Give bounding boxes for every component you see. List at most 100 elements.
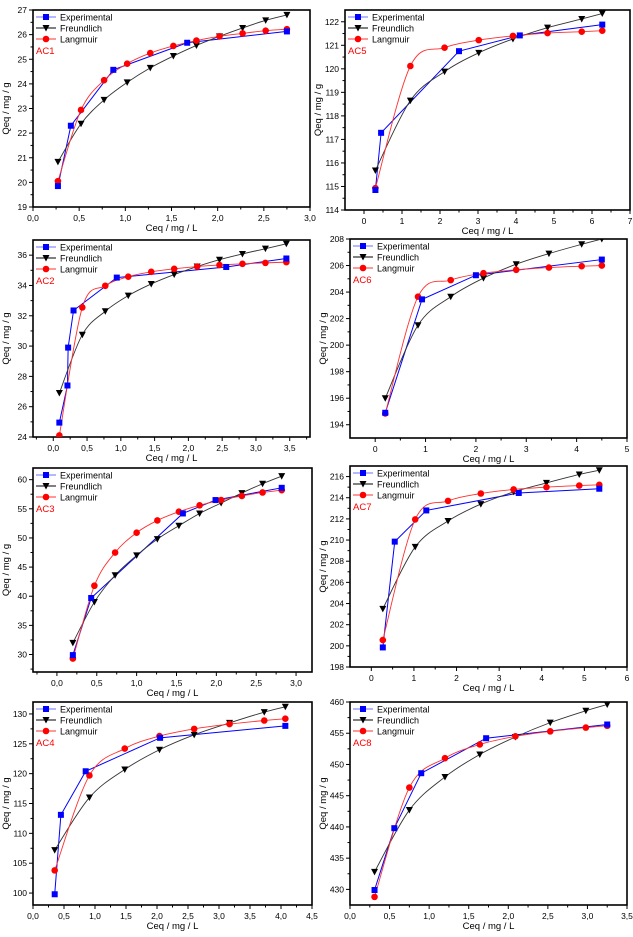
y-tick-label: 208: [330, 234, 344, 244]
freundlich-triangle-marker: [261, 245, 269, 253]
legend-label: Langmuir: [60, 493, 98, 503]
langmuir-circle-marker: [509, 32, 517, 40]
experimental-square-marker: [67, 122, 74, 129]
langmuir-circle-marker: [582, 724, 590, 731]
legend-label: Langmuir: [372, 35, 410, 45]
langmuir-circle-marker: [406, 784, 413, 791]
x-axis-label: Ceq / mg / L: [146, 453, 198, 464]
legend-item-experimental: Experimental: [36, 705, 113, 715]
freundlich-triangle-marker: [582, 707, 590, 715]
langmuir-circle-marker: [475, 36, 483, 44]
plot-frame: [349, 238, 628, 439]
y-tick-label: 120: [325, 64, 339, 74]
y-axis-label: Qeq / mg / g: [318, 777, 329, 829]
legend-label: Freundlich: [60, 716, 102, 726]
x-tick-label: 1,0: [423, 911, 435, 921]
langmuir-circle-marker: [79, 304, 86, 311]
legend-experimental-square-marker: [355, 14, 361, 20]
experimental-square-marker: [599, 21, 606, 28]
langmuir-circle-marker: [238, 492, 246, 500]
y-tick-label: 50: [18, 533, 28, 543]
experimental-line: [374, 24, 603, 191]
legend-label: Experimental: [372, 13, 425, 23]
panel-label: AC6: [353, 275, 371, 286]
x-tick-label: 2,0: [210, 678, 222, 688]
freundlich-triangle-marker: [371, 868, 379, 876]
legend-label: Langmuir: [60, 35, 98, 45]
legend-freundlich-triangle-marker: [42, 717, 50, 724]
langmuir-circle-marker: [190, 725, 198, 733]
freundlich-triangle-marker: [447, 293, 455, 301]
legend-label: Freundlich: [372, 24, 414, 34]
y-tick-label: 430: [330, 884, 344, 894]
freundlich-triangle-marker: [603, 702, 611, 708]
langmuir-circle-marker: [121, 745, 129, 752]
experimental-square-marker: [604, 721, 611, 728]
x-tick-label: 0,0: [47, 443, 59, 453]
langmuir-circle-marker: [133, 529, 140, 536]
legend-item-experimental: Experimental: [36, 243, 113, 253]
langmuir-circle-marker: [124, 273, 132, 280]
langmuir-circle-marker: [510, 486, 517, 493]
x-tick-label: 2,0: [212, 213, 224, 223]
langmuir-circle-marker: [476, 741, 484, 748]
x-tick-label: 2: [438, 216, 443, 226]
freundlich-triangle-marker: [371, 167, 379, 174]
langmuir-circle-marker: [259, 489, 266, 496]
y-tick-label: 130: [13, 709, 27, 719]
x-tick-label: 3,5: [284, 443, 296, 453]
y-tick-label: 204: [330, 599, 344, 609]
y-axis-label: Qeq / mg / g: [1, 312, 12, 364]
langmuir-circle-marker: [100, 76, 108, 84]
x-tick-label: 2,5: [258, 213, 270, 223]
y-tick-label: 202: [330, 314, 344, 324]
freundlich-triangle-marker: [111, 572, 119, 579]
langmuir-circle-marker: [575, 482, 583, 489]
y-tick-label: 202: [330, 620, 344, 630]
x-tick-label: 4: [574, 444, 579, 454]
langmuir-curve: [384, 265, 602, 414]
x-tick-label: 0: [362, 216, 367, 226]
legend-freundlich-triangle-marker: [359, 717, 367, 724]
freundlich-triangle-marker: [190, 731, 198, 739]
freundlich-triangle-marker: [578, 15, 586, 23]
freundlich-triangle-marker: [124, 292, 132, 300]
freundlich-triangle-marker: [512, 261, 520, 268]
panel-label: AC3: [36, 504, 54, 515]
legend-item-freundlich: Freundlich: [36, 716, 102, 726]
langmuir-circle-marker: [216, 261, 223, 269]
y-tick-label: 204: [330, 287, 344, 297]
x-tick-label: 0,5: [81, 443, 93, 453]
langmuir-circle-marker: [54, 177, 62, 185]
experimental-square-marker: [184, 39, 191, 46]
langmuir-circle-marker: [512, 266, 520, 274]
freundlich-triangle-marker: [147, 280, 155, 288]
freundlich-triangle-marker: [281, 703, 289, 711]
y-tick-label: 445: [330, 791, 344, 801]
legend-langmuir-circle-marker: [42, 265, 50, 273]
y-tick-label: 24: [18, 432, 28, 442]
experimental-square-marker: [179, 510, 186, 517]
legend-item-langmuir: Langmuir: [353, 727, 415, 737]
chart-panel-ac1: 0,0 0,5 1,0 1,5 2,0 2,5 3,0 19 20 21 22 23 24 25 26 27 C…: [1, 5, 316, 234]
legend-item-langmuir: Langmuir: [36, 265, 98, 275]
legend-label: Langmuir: [377, 264, 415, 274]
x-tick-label: 3,0: [213, 911, 225, 921]
y-tick-label: 212: [330, 514, 344, 524]
legend-label: Experimental: [377, 242, 430, 252]
y-tick-label: 214: [330, 493, 344, 503]
langmuir-circle-marker: [193, 263, 201, 270]
freundlich-triangle-marker: [259, 480, 267, 488]
langmuir-circle-marker: [411, 516, 419, 523]
freundlich-triangle-marker: [100, 96, 108, 104]
freundlich-triangle-marker: [595, 467, 603, 474]
experimental-square-marker: [82, 768, 89, 775]
legend-experimental-square-marker: [360, 243, 366, 249]
legend-item-experimental: Experimental: [36, 471, 113, 481]
experimental-square-marker: [283, 28, 290, 35]
legend-item-langmuir: Langmuir: [36, 727, 98, 737]
legend-label: Freundlich: [377, 716, 419, 726]
x-tick-label: 2,5: [250, 678, 262, 688]
langmuir-circle-marker: [544, 29, 551, 37]
